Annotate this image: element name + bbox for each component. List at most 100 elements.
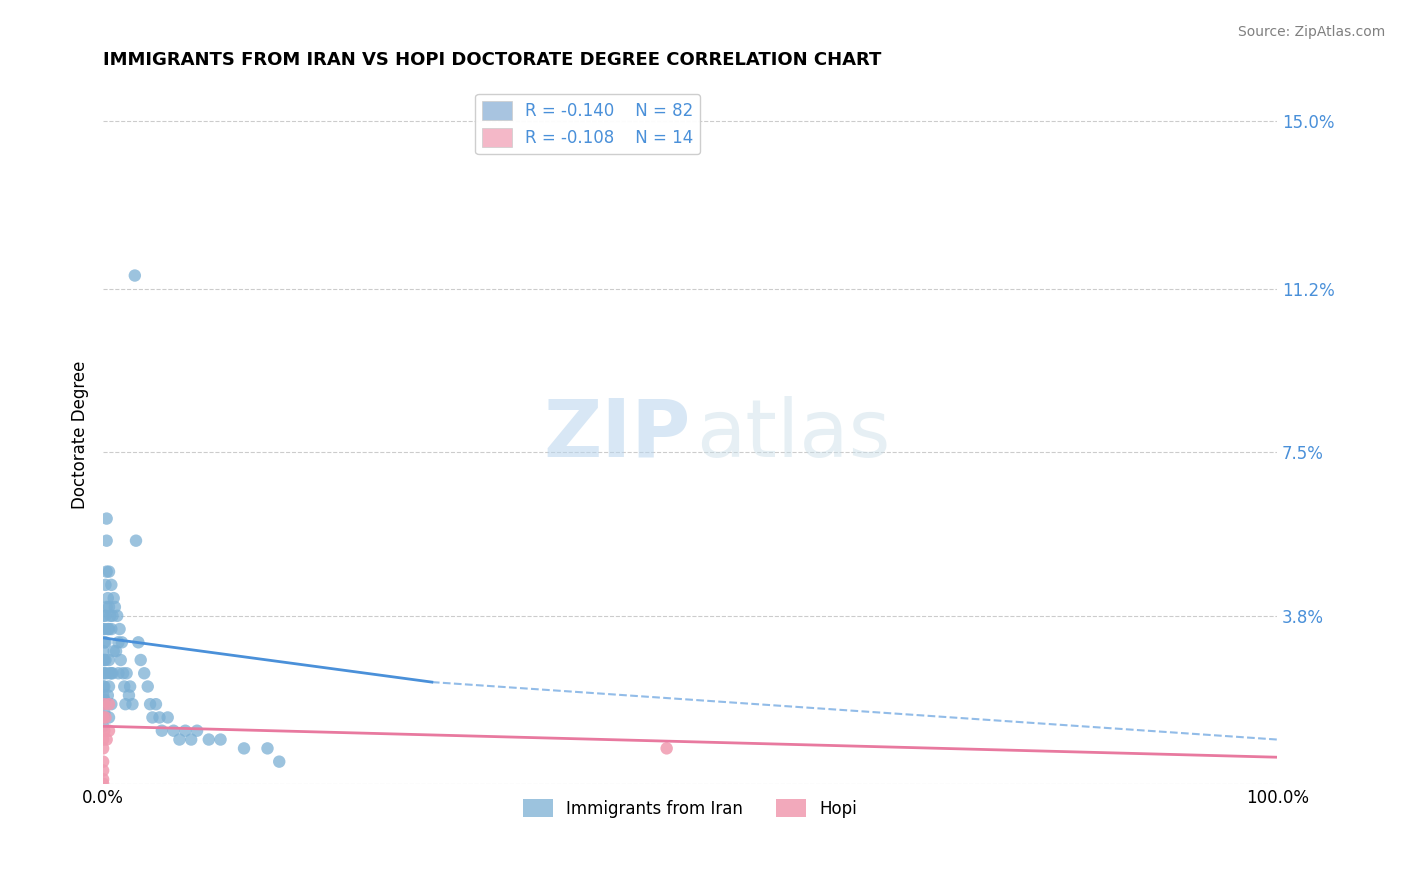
Point xyxy=(134,666,156,681)
Point xyxy=(96,599,118,614)
Point xyxy=(139,697,162,711)
Text: IMMIGRANTS FROM IRAN VS HOPI DOCTORATE DEGREE CORRELATION CHART: IMMIGRANTS FROM IRAN VS HOPI DOCTORATE D… xyxy=(103,51,882,69)
Point xyxy=(100,622,122,636)
Point xyxy=(91,719,114,733)
Point xyxy=(91,608,114,623)
Point xyxy=(145,697,167,711)
Point xyxy=(94,710,117,724)
Point xyxy=(91,755,114,769)
Point xyxy=(233,741,256,756)
Text: ZIP: ZIP xyxy=(543,396,690,474)
Point xyxy=(141,710,163,724)
Point xyxy=(93,635,115,649)
Point xyxy=(93,723,115,738)
Point xyxy=(100,578,122,592)
Point xyxy=(101,666,124,681)
Point xyxy=(105,644,128,658)
Point xyxy=(91,689,114,703)
Point xyxy=(98,680,121,694)
Point xyxy=(98,622,121,636)
Point xyxy=(103,644,125,658)
Point xyxy=(156,710,179,724)
Point xyxy=(174,723,197,738)
Point xyxy=(101,608,124,623)
Point xyxy=(93,666,115,681)
Legend: Immigrants from Iran, Hopi: Immigrants from Iran, Hopi xyxy=(516,793,865,824)
Point xyxy=(96,533,118,548)
Point xyxy=(96,565,118,579)
Point xyxy=(100,697,122,711)
Point xyxy=(98,697,121,711)
Point xyxy=(98,666,121,681)
Point xyxy=(105,608,128,623)
Point xyxy=(94,578,117,592)
Point xyxy=(269,755,291,769)
Point xyxy=(169,732,191,747)
Point xyxy=(114,697,136,711)
Point xyxy=(94,608,117,623)
Point xyxy=(103,591,125,606)
Point xyxy=(91,777,114,791)
Point xyxy=(91,772,114,787)
Point xyxy=(112,666,135,681)
Point xyxy=(162,723,184,738)
Point xyxy=(180,732,202,747)
Point xyxy=(91,697,114,711)
Point xyxy=(98,608,121,623)
Point xyxy=(91,653,114,667)
Point xyxy=(93,697,115,711)
Point xyxy=(91,666,114,681)
Point xyxy=(197,732,219,747)
Point xyxy=(91,680,114,694)
Point xyxy=(91,710,114,724)
Point xyxy=(93,653,115,667)
Point xyxy=(129,653,152,667)
Point xyxy=(94,653,117,667)
Point xyxy=(124,268,146,283)
Point xyxy=(118,689,141,703)
Point xyxy=(111,635,134,649)
Point xyxy=(91,644,114,658)
Point xyxy=(148,710,170,724)
Point xyxy=(100,666,122,681)
Point xyxy=(150,723,173,738)
Point xyxy=(98,565,121,579)
Point xyxy=(91,732,114,747)
Point xyxy=(655,741,678,756)
Point xyxy=(98,710,121,724)
Point xyxy=(93,692,115,706)
Point xyxy=(127,635,149,649)
Point xyxy=(209,732,232,747)
Point xyxy=(93,706,115,720)
Point xyxy=(98,599,121,614)
Point xyxy=(115,666,138,681)
Point xyxy=(96,732,118,747)
Point xyxy=(98,653,121,667)
Point xyxy=(98,723,121,738)
Point xyxy=(97,591,120,606)
Point xyxy=(108,622,131,636)
Text: Source: ZipAtlas.com: Source: ZipAtlas.com xyxy=(1237,25,1385,39)
Point xyxy=(91,741,114,756)
Point xyxy=(97,689,120,703)
Point xyxy=(96,666,118,681)
Point xyxy=(93,680,115,694)
Point xyxy=(104,599,127,614)
Text: atlas: atlas xyxy=(696,396,890,474)
Point xyxy=(91,710,114,724)
Point xyxy=(107,666,129,681)
Y-axis label: Doctorate Degree: Doctorate Degree xyxy=(72,360,89,508)
Point xyxy=(186,723,208,738)
Point xyxy=(107,635,129,649)
Point xyxy=(112,680,135,694)
Point xyxy=(91,622,114,636)
Point xyxy=(125,533,148,548)
Point xyxy=(121,697,143,711)
Point xyxy=(93,622,115,636)
Point xyxy=(94,635,117,649)
Point xyxy=(120,680,142,694)
Point xyxy=(256,741,278,756)
Point xyxy=(96,511,118,525)
Point xyxy=(97,622,120,636)
Point xyxy=(110,653,132,667)
